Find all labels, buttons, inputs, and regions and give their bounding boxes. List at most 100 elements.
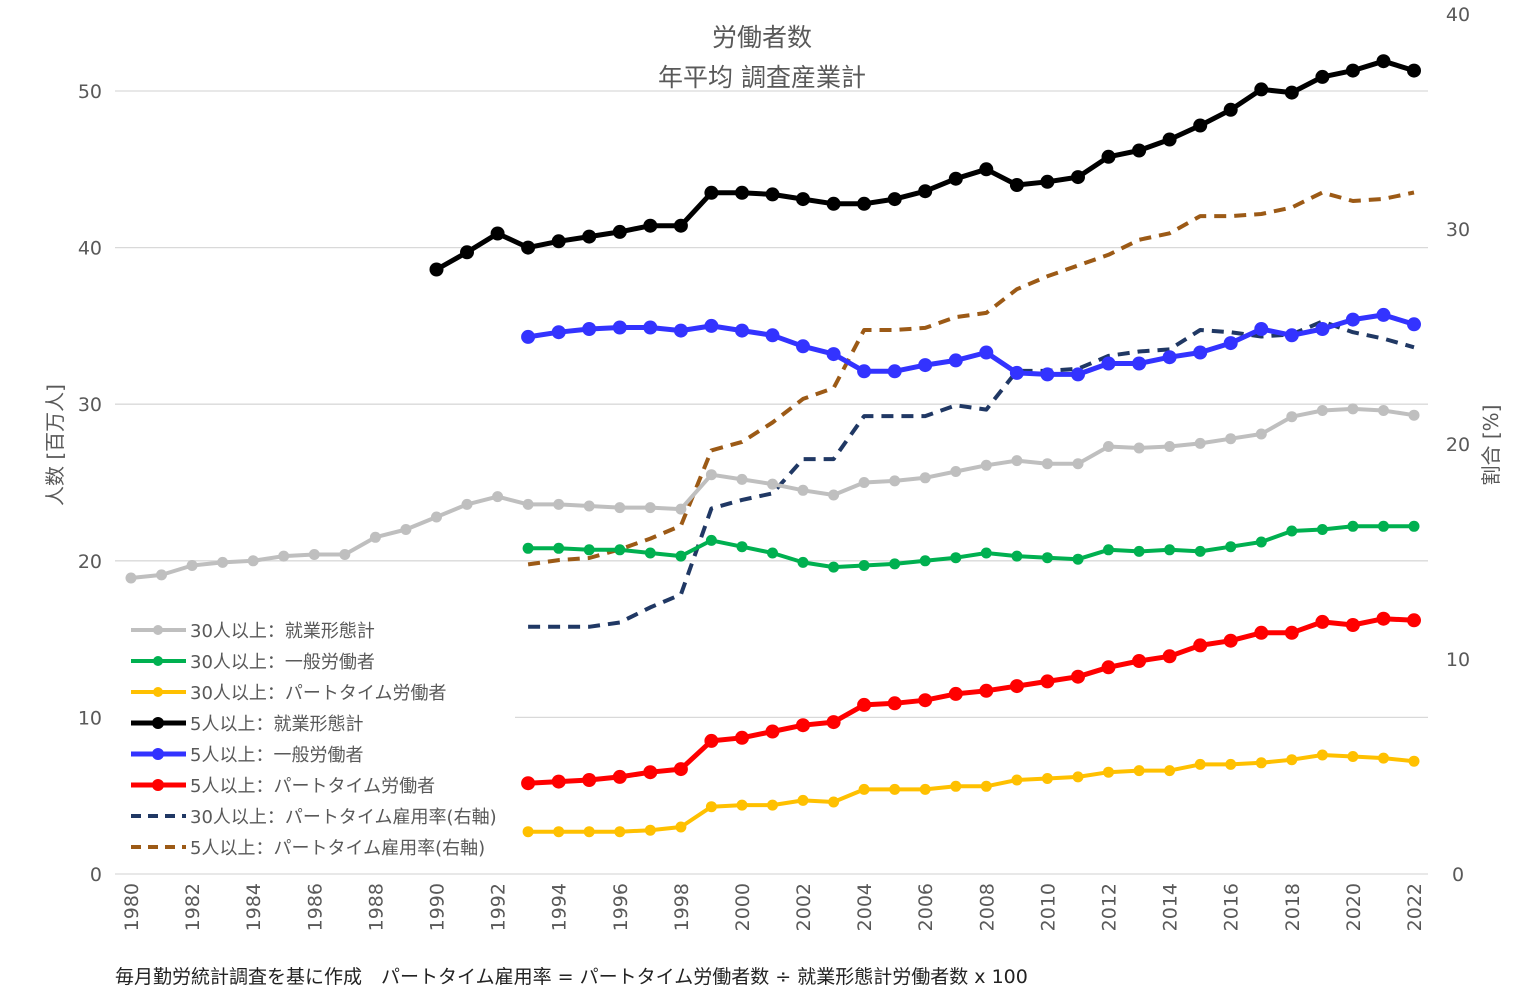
series-line	[527, 616, 1415, 786]
legend-marker	[153, 625, 163, 635]
data-point	[553, 542, 565, 554]
data-point	[1101, 660, 1116, 675]
x-tick-label: 1988	[365, 883, 387, 931]
data-point	[1040, 174, 1055, 189]
data-point	[826, 196, 841, 211]
legend-label: 5人以上：パートタイム労働者	[190, 776, 435, 797]
x-tick-label: 2020	[1343, 883, 1365, 931]
data-point	[1162, 132, 1177, 147]
data-point	[704, 318, 719, 333]
x-tick-label: 2014	[1160, 883, 1182, 931]
x-tick-label: 1986	[304, 883, 326, 931]
legend-marker	[152, 748, 164, 760]
data-point	[857, 697, 872, 712]
series-line	[527, 312, 1415, 377]
data-point	[889, 783, 901, 795]
data-point	[919, 783, 931, 795]
data-point	[614, 826, 626, 838]
data-point	[673, 762, 688, 777]
data-point	[979, 162, 994, 177]
legend-label: 30人以上：パートタイム雇用率(右軸)	[190, 807, 497, 828]
x-tick-label: 2004	[854, 883, 876, 931]
data-point	[1133, 765, 1145, 777]
data-point	[490, 226, 505, 241]
data-point	[1071, 669, 1085, 684]
data-point	[919, 472, 931, 484]
data-point	[1225, 433, 1237, 445]
data-point	[1407, 317, 1421, 332]
data-point	[1009, 679, 1024, 694]
data-point	[796, 718, 810, 733]
data-point	[1193, 638, 1208, 653]
x-tick-label: 2006	[915, 883, 937, 931]
data-point	[1378, 520, 1389, 532]
data-point	[858, 560, 870, 571]
x-tick-label: 1990	[426, 883, 448, 931]
legend-marker	[152, 717, 164, 729]
data-point	[1347, 520, 1359, 532]
y-right-tick-label: 10	[1446, 649, 1470, 671]
data-point	[767, 547, 778, 559]
x-tick-label: 2022	[1404, 883, 1426, 931]
data-point	[583, 826, 595, 838]
chart-title-line-1: 労働者数	[711, 23, 812, 52]
data-point	[950, 780, 962, 792]
data-point	[1408, 755, 1420, 767]
data-point	[918, 693, 933, 708]
data-point	[1071, 367, 1085, 382]
data-point	[979, 683, 994, 698]
data-point	[828, 489, 840, 501]
data-point	[948, 353, 963, 368]
data-point	[705, 534, 717, 546]
data-point	[551, 325, 566, 340]
data-point	[582, 229, 597, 244]
data-point	[1255, 757, 1267, 769]
data-point	[1408, 520, 1420, 532]
data-point	[1284, 625, 1299, 640]
data-point	[796, 192, 810, 207]
data-point	[1254, 322, 1269, 336]
data-point	[521, 329, 536, 344]
data-point	[1284, 85, 1299, 100]
y-left-tick-label: 50	[78, 81, 102, 103]
y-left-tick-label: 40	[78, 238, 102, 260]
data-point	[1376, 611, 1391, 626]
data-point	[1315, 614, 1330, 629]
data-point	[675, 821, 687, 833]
data-point	[1347, 403, 1359, 415]
y-left-tick-label: 0	[90, 864, 102, 886]
data-point	[308, 549, 320, 560]
legend-label: 30人以上：就業形態計	[190, 621, 375, 642]
data-point	[1255, 428, 1267, 440]
data-point	[1040, 674, 1055, 689]
data-point	[858, 783, 870, 795]
data-point	[979, 345, 994, 360]
data-point	[614, 502, 626, 514]
data-point	[1164, 765, 1176, 777]
data-point	[887, 364, 902, 379]
data-point	[1101, 356, 1116, 371]
data-point	[1316, 524, 1328, 535]
x-tick-label: 1984	[243, 883, 265, 931]
y-left-tick-label: 30	[78, 394, 102, 416]
data-point	[1407, 613, 1421, 628]
legend-label: 5人以上：パートタイム雇用率(右軸)	[190, 838, 485, 859]
data-point	[1133, 545, 1145, 557]
data-point	[1071, 170, 1085, 185]
data-point	[828, 561, 840, 573]
x-tick-label: 1980	[121, 883, 143, 931]
series-line	[528, 319, 1415, 629]
y-right-tick-label: 40	[1446, 4, 1470, 26]
data-point	[704, 185, 719, 200]
data-point	[1315, 322, 1330, 336]
legend-label: 30人以上：一般労働者	[190, 652, 375, 673]
data-point	[826, 347, 841, 362]
data-point	[643, 320, 658, 335]
data-point	[765, 724, 780, 739]
data-point	[339, 549, 351, 560]
data-point	[736, 799, 748, 811]
data-point	[1162, 649, 1177, 664]
data-point	[887, 696, 902, 711]
data-point	[735, 323, 749, 338]
